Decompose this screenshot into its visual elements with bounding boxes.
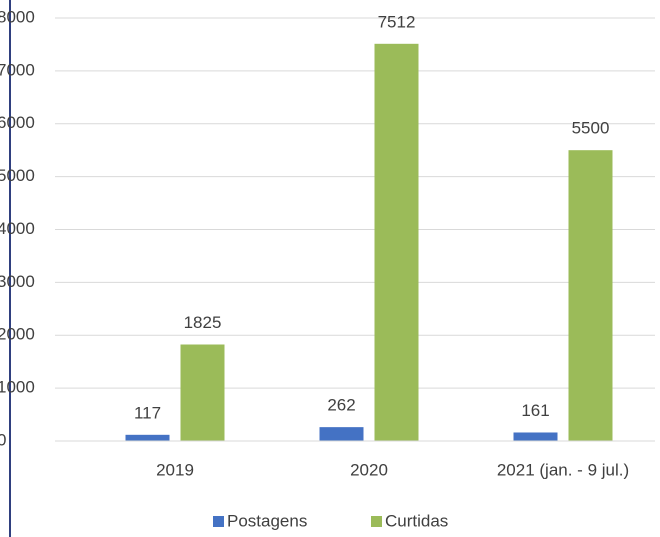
bar xyxy=(513,432,558,441)
y-tick-label: 5000 xyxy=(0,166,35,185)
y-tick-label: 8000 xyxy=(0,7,35,26)
legend-label: Curtidas xyxy=(385,511,448,530)
bar xyxy=(319,427,364,441)
bar xyxy=(374,43,419,441)
legend-label: Postagens xyxy=(227,511,307,530)
y-tick-label: 0 xyxy=(0,430,6,449)
y-tick-label: 3000 xyxy=(0,272,35,291)
data-label: 161 xyxy=(521,401,549,420)
data-label: 262 xyxy=(327,396,355,415)
bar xyxy=(125,434,170,441)
x-tick-label: 2020 xyxy=(350,460,388,479)
data-label: 7512 xyxy=(378,12,416,31)
y-tick-label: 6000 xyxy=(0,113,35,132)
legend-swatch xyxy=(371,516,382,527)
legend-swatch xyxy=(213,516,224,527)
data-label: 5500 xyxy=(572,119,610,138)
y-tick-label: 4000 xyxy=(0,219,35,238)
data-label: 117 xyxy=(134,403,161,422)
y-tick-label: 1000 xyxy=(0,378,35,397)
y-tick-label: 7000 xyxy=(0,60,35,79)
x-tick-label: 2019 xyxy=(156,460,194,479)
x-tick-label: 2021 (jan. - 9 jul.) xyxy=(497,460,629,479)
bar xyxy=(180,344,225,441)
data-label: 1825 xyxy=(184,313,222,332)
bar xyxy=(568,150,613,441)
y-tick-label: 2000 xyxy=(0,325,35,344)
